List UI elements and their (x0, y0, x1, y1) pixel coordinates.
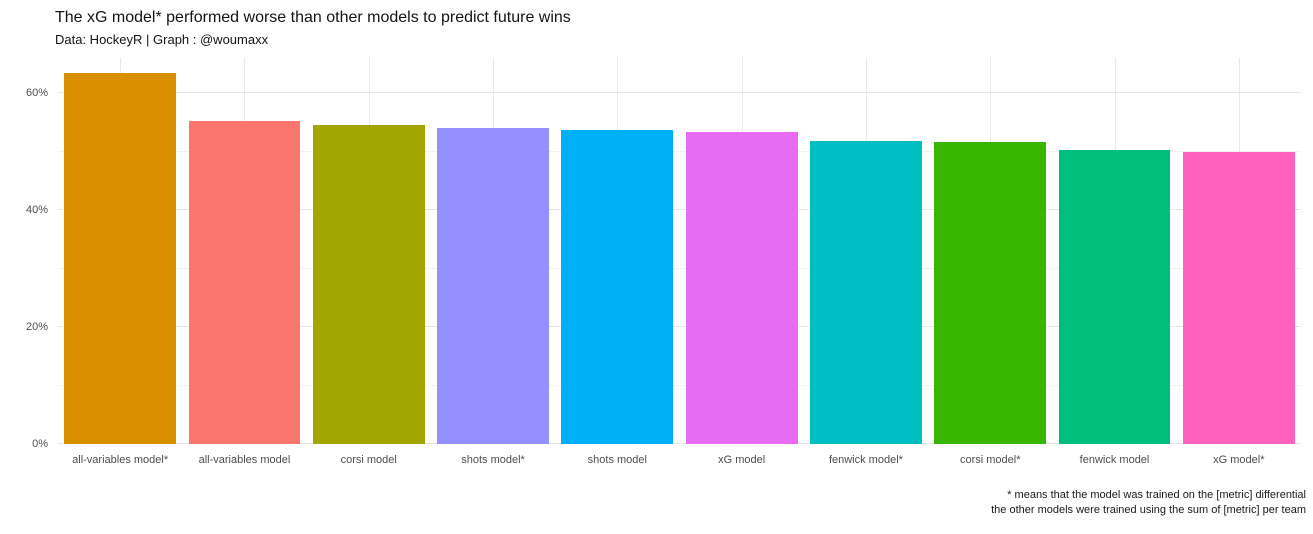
gridline-minor (58, 150, 1301, 152)
chart-title: The xG model* performed worse than other… (55, 9, 571, 26)
x-axis-row: all-variables model* all-variables model c… (0, 454, 1313, 466)
bars-layer (58, 58, 1301, 444)
x-axis-label: corsi model* (959, 454, 1021, 466)
bar-column (182, 58, 306, 444)
gridline-major (58, 326, 1301, 328)
y-axis-tick-label: 20% (25, 321, 48, 334)
bar (1058, 150, 1171, 444)
gridline-major (58, 443, 1301, 444)
y-axis-tick-label: 60% (25, 87, 48, 100)
bar-column (555, 58, 679, 444)
gridline-major (58, 92, 1301, 94)
bar (810, 141, 922, 444)
x-axis-label: fenwick model* (828, 454, 903, 466)
bar (1182, 152, 1295, 444)
bar-column (307, 58, 431, 444)
bar-column (1052, 58, 1176, 444)
bar-column (679, 58, 803, 444)
bar-column (1177, 58, 1301, 444)
y-axis: 0% 20% 40% 60% (0, 58, 58, 450)
footnote-line-1: * means that the model was trained on th… (1007, 489, 1306, 501)
y-axis-tick-label: 0% (32, 438, 48, 450)
chart-footnote: * means that the model was trained on th… (0, 488, 1313, 518)
plot-panel (58, 58, 1301, 444)
bar-column (804, 58, 928, 444)
chart-body: 0% 20% 40% 60% (0, 58, 1313, 450)
x-axis-label: shots model (587, 454, 647, 466)
bar-column (58, 58, 182, 444)
gridline-minor (58, 384, 1301, 386)
bar-column (928, 58, 1052, 444)
footnote-line-2: the other models were trained using the … (991, 504, 1306, 516)
x-axis-label: all-variables model (198, 454, 291, 466)
x-axis-label: xG model (718, 454, 766, 466)
x-axis-label: shots model* (461, 454, 525, 466)
x-axis-label: fenwick model (1079, 454, 1150, 466)
x-axis-spacer (0, 454, 58, 466)
bar (188, 120, 301, 444)
y-axis-tick-label: 40% (25, 204, 48, 217)
gridline-major (58, 209, 1301, 211)
bar (685, 131, 798, 444)
bar (312, 125, 425, 444)
bar (437, 128, 549, 444)
x-axis: all-variables model* all-variables model c… (58, 454, 1301, 466)
bar (934, 141, 1047, 444)
bar (64, 73, 177, 444)
bar (561, 129, 674, 444)
x-axis-label: corsi model (340, 454, 397, 466)
chart-header: The xG model* performed worse than other… (0, 0, 1313, 48)
x-axis-label: all-variables model* (72, 454, 169, 466)
gridline-minor (58, 267, 1301, 269)
bar-column (431, 58, 555, 444)
chart-subtitle: Data: HockeyR | Graph : @woumaxx (55, 32, 269, 47)
x-axis-label: xG model* (1213, 454, 1265, 466)
